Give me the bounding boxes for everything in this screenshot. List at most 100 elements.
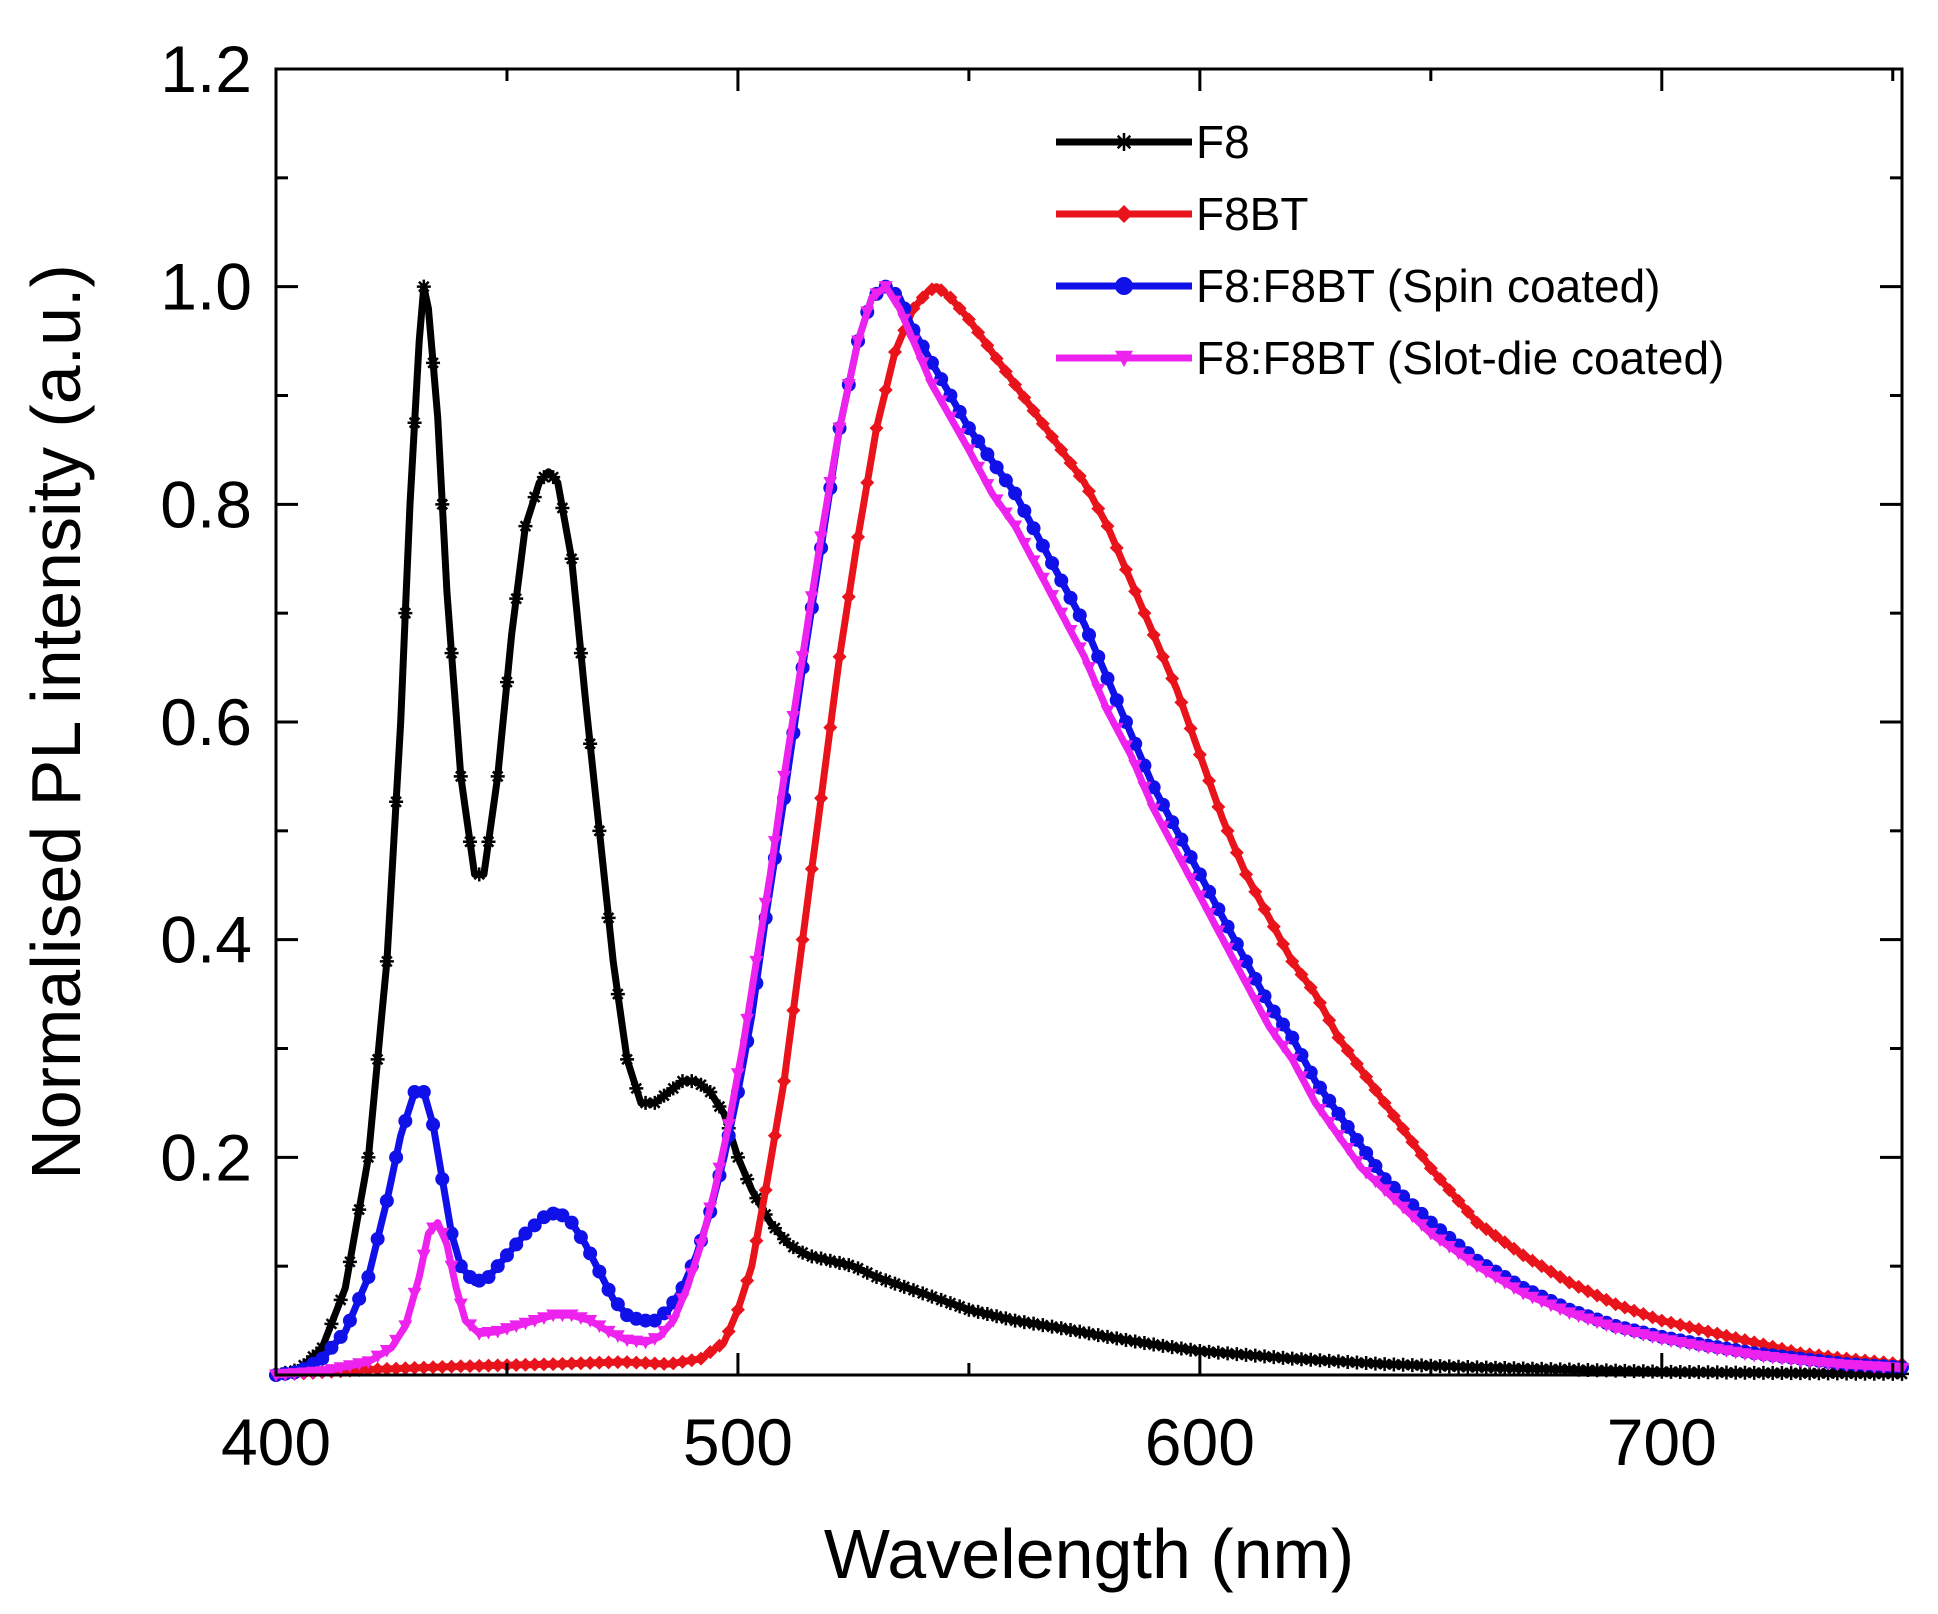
data-point xyxy=(989,460,1004,475)
data-point xyxy=(1359,1166,1374,1180)
data-point xyxy=(1091,683,1106,697)
data-point xyxy=(1183,849,1198,864)
data-point xyxy=(1192,867,1207,882)
data-point xyxy=(1654,1313,1669,1328)
data-point xyxy=(472,1328,487,1341)
data-point xyxy=(647,1333,662,1346)
data-point xyxy=(1276,1040,1291,1054)
data-point xyxy=(1008,486,1023,501)
data-point xyxy=(1063,590,1078,605)
data-point xyxy=(1470,1360,1485,1375)
data-point xyxy=(463,834,478,849)
data-point xyxy=(943,1296,958,1311)
data-point xyxy=(804,861,819,876)
data-point xyxy=(1054,573,1069,588)
data-point xyxy=(1543,1264,1558,1279)
data-point xyxy=(1848,1360,1863,1373)
data-point xyxy=(592,823,607,838)
data-point xyxy=(841,1258,856,1273)
y-tick-label: 0.2 xyxy=(160,1120,252,1194)
data-point xyxy=(1045,1319,1060,1334)
data-point xyxy=(1294,1071,1309,1084)
data-point xyxy=(638,1336,653,1350)
data-point xyxy=(1802,1366,1817,1381)
data-point xyxy=(1091,1328,1106,1343)
data-point xyxy=(998,364,1013,379)
data-point xyxy=(583,1314,598,1328)
data-point xyxy=(1340,1143,1355,1156)
data-point xyxy=(1192,747,1207,762)
data-point xyxy=(315,1366,330,1379)
data-point xyxy=(1497,1235,1512,1250)
data-point xyxy=(509,591,524,606)
series-markers xyxy=(269,282,1909,1382)
data-point xyxy=(1174,855,1189,869)
data-point xyxy=(361,1270,376,1285)
data-point xyxy=(934,395,949,408)
data-point xyxy=(1368,1356,1383,1371)
data-point xyxy=(952,427,967,441)
data-point xyxy=(444,1260,459,1274)
data-point xyxy=(1155,649,1170,664)
legend-marker xyxy=(1115,277,1133,295)
data-point xyxy=(1590,1363,1605,1378)
data-point xyxy=(887,1276,902,1291)
data-point xyxy=(1035,416,1050,431)
data-point xyxy=(1645,1364,1660,1379)
data-point xyxy=(897,313,912,327)
data-point xyxy=(407,1360,422,1375)
data-point xyxy=(749,1191,764,1206)
data-point xyxy=(638,1356,653,1371)
data-point xyxy=(536,470,551,485)
data-point xyxy=(583,1355,598,1370)
series-line xyxy=(275,283,1903,1379)
data-point xyxy=(490,1259,505,1274)
data-point xyxy=(804,591,819,604)
data-point xyxy=(426,1222,441,1236)
data-point xyxy=(1303,1065,1318,1080)
data-point xyxy=(814,791,829,806)
data-point xyxy=(1257,1349,1272,1364)
data-point xyxy=(1830,1358,1845,1372)
series-f8bt xyxy=(269,282,1909,1382)
data-point xyxy=(573,1356,588,1371)
data-point xyxy=(1045,590,1060,603)
data-point xyxy=(1599,1363,1614,1378)
data-point xyxy=(1830,1366,1845,1381)
data-point xyxy=(583,736,598,751)
data-point xyxy=(305,1366,320,1380)
data-point xyxy=(832,649,847,664)
data-point xyxy=(361,1356,376,1369)
data-point xyxy=(814,1251,829,1266)
data-point xyxy=(407,415,422,430)
data-point xyxy=(777,1231,792,1246)
data-point xyxy=(1765,1365,1780,1380)
data-point xyxy=(795,932,810,947)
data-point xyxy=(1340,1043,1355,1058)
data-point xyxy=(527,1314,542,1328)
data-point xyxy=(1257,989,1272,1004)
data-point xyxy=(1248,995,1263,1008)
data-point xyxy=(1682,1365,1697,1380)
data-point xyxy=(416,1360,431,1375)
data-point xyxy=(1710,1326,1725,1341)
data-point xyxy=(721,1119,736,1132)
data-point xyxy=(518,1226,533,1241)
data-point xyxy=(684,1267,699,1281)
data-point xyxy=(675,1354,690,1369)
data-point xyxy=(1497,1276,1512,1290)
data-point xyxy=(795,651,810,664)
data-point xyxy=(1118,1332,1133,1347)
data-point xyxy=(740,1273,755,1288)
data-point xyxy=(1312,995,1327,1010)
data-point xyxy=(1137,606,1152,621)
data-point xyxy=(998,473,1013,488)
data-point xyxy=(1691,1322,1706,1337)
data-point xyxy=(1340,1354,1355,1369)
data-point xyxy=(1460,1254,1475,1267)
data-point xyxy=(1202,773,1217,788)
data-point xyxy=(1811,1366,1826,1381)
data-point xyxy=(481,1358,496,1373)
data-point xyxy=(1155,1338,1170,1353)
